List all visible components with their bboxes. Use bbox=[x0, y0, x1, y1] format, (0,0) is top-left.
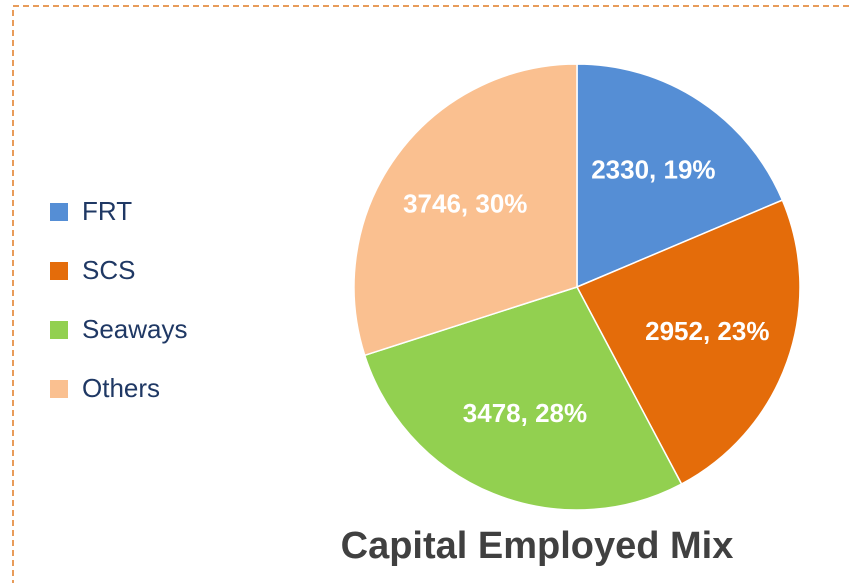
chart-title: Capital Employed Mix bbox=[341, 525, 734, 567]
legend-swatch bbox=[50, 262, 68, 280]
legend-swatch bbox=[50, 380, 68, 398]
pie-slice bbox=[353, 63, 578, 357]
legend-label: Seaways bbox=[82, 314, 188, 344]
data-label: 2952, 23% bbox=[645, 316, 769, 346]
data-label: 3478, 28% bbox=[463, 398, 587, 428]
frame-border bbox=[12, 5, 852, 583]
pie-slice bbox=[363, 286, 683, 511]
data-label: 3746, 30% bbox=[403, 188, 527, 218]
legend-swatch bbox=[50, 203, 68, 221]
legend-label: FRT bbox=[82, 196, 132, 226]
legend-label: SCS bbox=[82, 255, 135, 285]
legend-swatch bbox=[50, 321, 68, 339]
pie-slice bbox=[576, 63, 784, 289]
pie-slice bbox=[575, 199, 801, 486]
data-label: 2330, 19% bbox=[591, 155, 715, 185]
legend-label: Others bbox=[82, 373, 160, 403]
